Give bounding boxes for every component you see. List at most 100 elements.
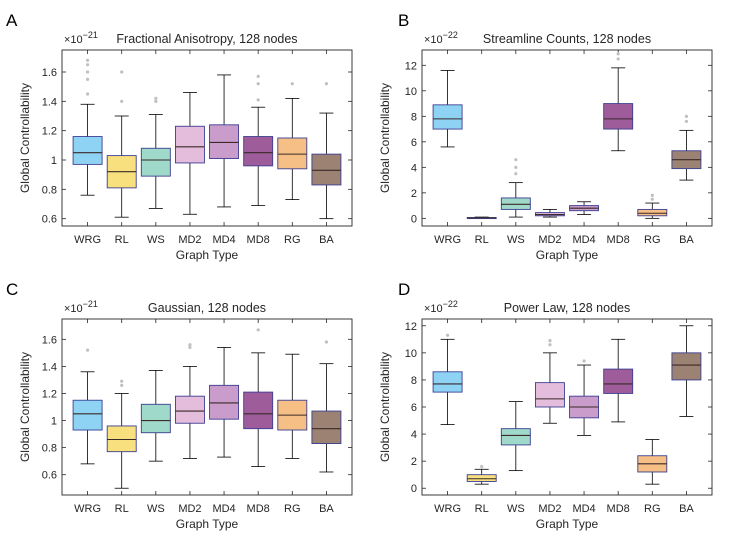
box-ba: BA [311,50,342,246]
box-rg: RG [277,319,308,515]
y-tick-label: 0.6 [42,470,57,482]
box-wrg: WRG [72,50,103,246]
box-rl: RL [466,319,497,515]
outlier-point [256,74,260,78]
outlier-point [85,348,90,352]
axes-frame [421,318,713,496]
box-rl: RL [106,319,137,515]
x-tick-label: MD4 [212,234,235,246]
iqr-box [209,124,240,159]
box-wrg: WRG [72,319,103,515]
panel-a: A Fractional Anisotropy, 128 nodes ×10−21 0… [6,11,353,262]
x-tick-label: MD4 [212,503,235,515]
axis-exponent: ×10−21 [64,299,98,315]
y-tick-label: 0.8 [42,443,57,455]
outlier-point [154,99,158,103]
axes-frame [421,49,713,227]
box-rg: RG [277,50,308,246]
box-md8: MD8 [603,319,634,515]
outlier-point [616,52,620,56]
x-tick-label: MD2 [178,234,201,246]
iqr-box [534,382,565,408]
outlier-point [548,339,552,343]
box-md4: MD4 [209,319,240,515]
panel-letter: D [398,280,410,299]
y-tick-label: 1.2 [42,126,57,138]
outlier-point [85,63,90,67]
box-rl: RL [106,50,137,246]
iqr-box [243,136,274,167]
x-tick-label: MD8 [247,234,270,246]
x-tick-label: RL [475,503,489,515]
x-tick-label: WS [507,503,525,515]
x-tick-label: MD2 [538,234,561,246]
x-tick-label: RG [644,234,661,246]
outlier-point [120,383,124,387]
box-md2: MD2 [534,319,565,515]
outlier-point [188,343,192,347]
chart-title: Streamline Counts, 128 nodes [483,32,651,46]
outlier-point [514,172,518,176]
panel-letter: C [6,280,18,299]
iqr-box [140,147,171,177]
y-tick-label: 8 [411,375,417,387]
iqr-box [637,208,668,217]
y-tick-label: 1.4 [42,96,57,108]
x-tick-label: MD4 [572,503,595,515]
box-ws: WS [140,50,171,246]
outlier-point [154,96,158,100]
iqr-box [140,403,171,434]
x-tick-label: RL [115,234,129,246]
iqr-box [466,474,497,482]
x-axis-label: Graph Type [176,517,239,531]
x-tick-label: RG [284,503,301,515]
y-tick-label: 1 [51,416,57,428]
box-ws: WS [500,319,531,515]
y-tick-label: 4 [411,429,417,441]
x-tick-label: MD4 [572,234,595,246]
x-tick-label: BA [319,234,334,246]
x-tick-label: BA [679,234,694,246]
box-ws: WS [140,319,171,515]
y-tick-label: 2 [411,456,417,468]
box-ba: BA [671,50,702,246]
y-tick-label: 6 [411,402,417,414]
iqr-box [671,352,702,381]
box-md8: MD8 [603,50,634,246]
x-tick-label: BA [679,503,694,515]
outlier-point [290,82,294,86]
y-axis-label: Global Controllability [18,83,32,193]
y-tick-label: 0.6 [42,214,57,226]
x-tick-label: RL [115,503,129,515]
y-tick-label: 1.4 [42,361,57,373]
outlier-point [120,70,124,74]
outlier-point [324,340,329,344]
box-md8: MD8 [243,319,274,515]
chart-title: Gaussian, 128 nodes [148,301,266,315]
box-ba: BA [311,319,342,515]
box-wrg: WRG [432,50,463,246]
outlier-point [256,82,260,86]
box-wrg: WRG [432,319,463,515]
outlier-point [85,77,90,81]
axes-frame [61,318,353,496]
outlier-point [684,114,689,118]
x-tick-label: MD8 [607,234,630,246]
x-tick-label: WRG [434,234,461,246]
x-axis-label: Graph Type [176,248,239,262]
y-tick-label: 0 [411,213,417,225]
outlier-point [650,193,654,197]
x-axis-label: Graph Type [536,517,599,531]
y-tick-label: 1 [51,155,57,167]
panel-letter: B [398,11,409,30]
y-axis-label: Global Controllability [18,352,32,462]
outlier-point [582,359,586,363]
box-md2: MD2 [534,50,565,246]
box-md4: MD4 [569,50,600,246]
box-md4: MD4 [209,50,240,246]
outlier-point [514,158,518,162]
x-tick-label: RG [644,503,661,515]
panel-c: C Gaussian, 128 nodes ×10−21 0.6 0.8 1 1.2 1.4 1… [6,280,353,531]
box-md4: MD4 [569,319,600,515]
